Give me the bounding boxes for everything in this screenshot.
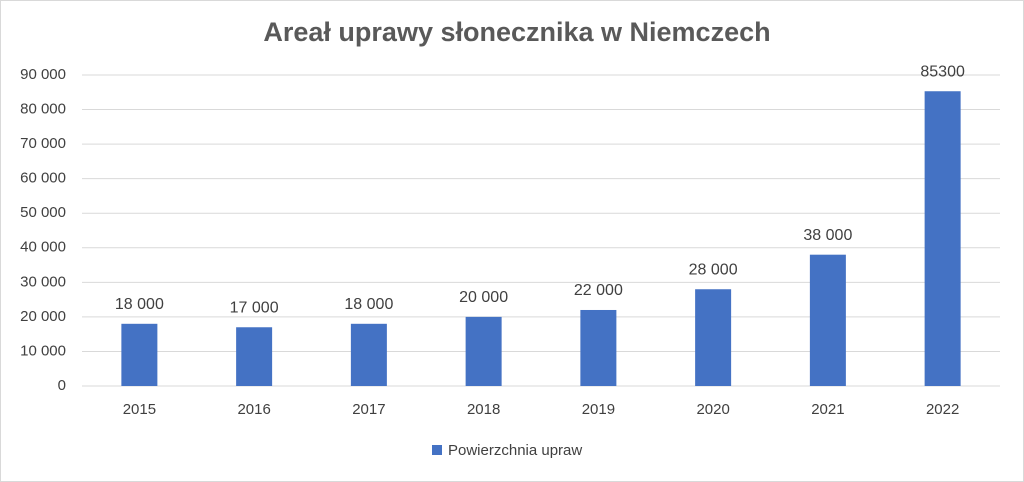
x-tick-label: 2021 xyxy=(811,401,844,418)
bar xyxy=(121,323,158,386)
x-tick-label: 2020 xyxy=(696,401,729,418)
bar xyxy=(465,316,502,386)
data-label: 17 000 xyxy=(230,299,279,316)
x-tick-label: 2022 xyxy=(926,401,959,418)
y-tick-label: 50 000 xyxy=(20,204,66,221)
x-tick-label: 2015 xyxy=(123,401,156,418)
data-label: 20 000 xyxy=(459,289,508,306)
y-tick-label: 90 000 xyxy=(20,66,66,83)
data-label: 22 000 xyxy=(574,282,623,299)
x-tick-label: 2016 xyxy=(237,401,270,418)
x-tick-label: 2019 xyxy=(582,401,615,418)
bar xyxy=(350,323,387,386)
x-tick-label: 2017 xyxy=(352,401,385,418)
bar xyxy=(924,91,961,386)
bar xyxy=(695,289,732,386)
bar xyxy=(580,309,617,386)
data-label: 28 000 xyxy=(689,261,738,278)
y-tick-label: 80 000 xyxy=(20,101,66,118)
bar xyxy=(236,327,273,386)
chart-title: Areał uprawy słonecznika w Niemczech xyxy=(263,17,770,47)
bar xyxy=(809,254,846,386)
legend-swatch xyxy=(432,445,442,455)
y-tick-label: 70 000 xyxy=(20,135,66,152)
y-tick-label: 60 000 xyxy=(20,170,66,187)
data-label: 85300 xyxy=(920,63,965,80)
legend-label: Powierzchnia upraw xyxy=(448,442,582,459)
data-label: 18 000 xyxy=(344,296,393,313)
y-tick-label: 0 xyxy=(58,377,66,394)
y-tick-label: 30 000 xyxy=(20,273,66,290)
x-tick-label: 2018 xyxy=(467,401,500,418)
data-label: 38 000 xyxy=(803,227,852,244)
data-label: 18 000 xyxy=(115,296,164,313)
y-tick-label: 40 000 xyxy=(20,239,66,256)
y-tick-label: 10 000 xyxy=(20,342,66,359)
y-tick-label: 20 000 xyxy=(20,308,66,325)
